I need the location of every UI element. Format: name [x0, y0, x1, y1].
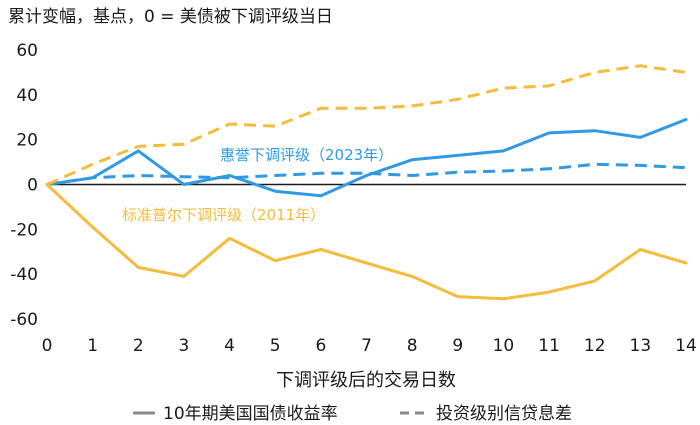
- x-tick-label: 5: [270, 336, 281, 356]
- legend-label-dashed: 投资级别信贷息差: [436, 404, 572, 424]
- legend-label-solid: 10年期美国国债收益率: [163, 404, 338, 424]
- x-tick-label: 12: [584, 336, 606, 356]
- x-tick-label: 3: [179, 336, 190, 356]
- x-axis-ticks: 0 1 2 3 4 5 6 7 8 9 10 11 12 13 14: [42, 336, 697, 356]
- x-tick-label: 4: [224, 336, 235, 356]
- x-tick-label: 7: [361, 336, 372, 356]
- x-tick-label: 10: [493, 336, 515, 356]
- x-tick-label: 14: [675, 336, 697, 356]
- x-tick-label: 6: [315, 336, 326, 356]
- legend: 10年期美国国债收益率 投资级别信贷息差: [133, 404, 572, 424]
- y-tick-label: 0: [27, 176, 38, 196]
- y-tick-label: -40: [10, 265, 38, 285]
- x-tick-label: 13: [630, 336, 652, 356]
- chart-title: 累计变幅，基点，0 = 美债被下调评级当日: [8, 7, 333, 27]
- series-line-2: [45, 183, 688, 301]
- x-tick-label: 2: [133, 336, 144, 356]
- x-axis-title: 下调评级后的交易日数: [276, 370, 456, 391]
- y-tick-label: -20: [10, 220, 38, 240]
- x-tick-label: 1: [87, 336, 98, 356]
- annotation-sp-2011: 标准普尔下调评级（2011年）: [122, 206, 325, 224]
- x-tick-label: 9: [452, 336, 463, 356]
- x-tick-label: 8: [407, 336, 418, 356]
- x-tick-label: 0: [42, 336, 53, 356]
- series-line-0: [45, 118, 688, 198]
- y-tick-label: 60: [16, 41, 38, 61]
- y-axis-ticks: 60 40 20 0 -20 -40 -60: [10, 41, 38, 330]
- annotation-fitch-2023: 惠誉下调评级（2023年）: [220, 146, 393, 164]
- series-line-3: [46, 64, 687, 186]
- y-tick-label: 40: [16, 86, 38, 106]
- series-line-1: [46, 162, 687, 186]
- x-tick-label: 11: [538, 336, 560, 356]
- y-tick-label: -60: [10, 310, 38, 330]
- y-tick-label: 20: [16, 131, 38, 151]
- series-layer: [45, 64, 688, 301]
